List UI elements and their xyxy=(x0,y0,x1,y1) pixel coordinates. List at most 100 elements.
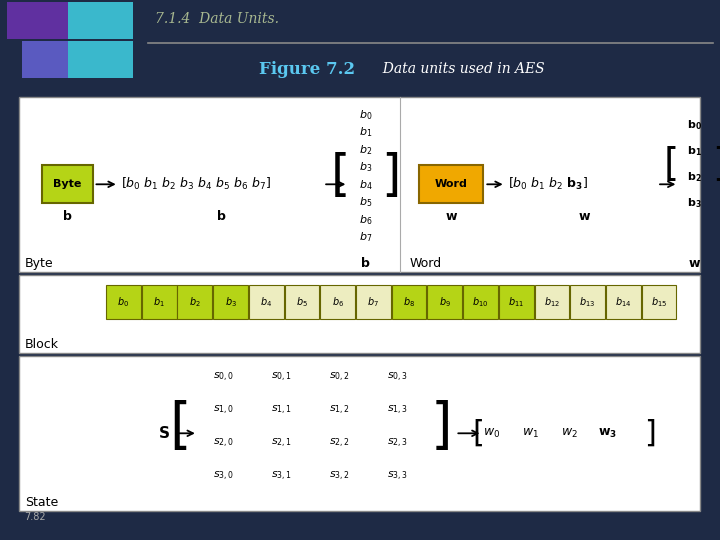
Bar xyxy=(68,40,133,78)
Text: Byte: Byte xyxy=(53,179,81,190)
Text: [: [ xyxy=(169,400,191,454)
Text: b: b xyxy=(361,257,370,271)
Text: State: State xyxy=(25,496,58,509)
Text: Byte: Byte xyxy=(25,257,53,271)
FancyBboxPatch shape xyxy=(419,165,483,203)
Text: Block: Block xyxy=(25,338,59,352)
Text: $b_{8}$: $b_{8}$ xyxy=(403,295,415,309)
FancyBboxPatch shape xyxy=(42,165,93,203)
Text: 7.1.4  Data Units.: 7.1.4 Data Units. xyxy=(155,12,279,26)
Text: [: [ xyxy=(330,152,350,200)
Text: $b_{11}$: $b_{11}$ xyxy=(508,295,524,309)
Text: ]: ] xyxy=(431,400,452,454)
Bar xyxy=(178,285,212,319)
Text: Data units used in AES: Data units used in AES xyxy=(374,62,545,76)
Text: $b_{2}$: $b_{2}$ xyxy=(189,295,201,309)
Text: $b_1$: $b_1$ xyxy=(359,125,372,139)
Text: [: [ xyxy=(472,419,485,448)
Text: $w_2$: $w_2$ xyxy=(561,427,577,440)
Text: $b_{1}$: $b_{1}$ xyxy=(153,295,165,309)
Text: $s_{0,0}$: $s_{0,0}$ xyxy=(213,371,235,384)
Text: $\mathbf{b_2}$: $\mathbf{b_2}$ xyxy=(688,170,702,184)
Text: $s_{2,2}$: $s_{2,2}$ xyxy=(329,437,350,450)
Text: $s_{3,2}$: $s_{3,2}$ xyxy=(329,470,350,483)
Text: S: S xyxy=(158,426,169,441)
Text: $b_{14}$: $b_{14}$ xyxy=(615,295,631,309)
Text: $b_6$: $b_6$ xyxy=(359,213,372,227)
Text: $b_{15}$: $b_{15}$ xyxy=(651,295,667,309)
Text: $b_{7}$: $b_{7}$ xyxy=(367,295,379,309)
Text: $b_{13}$: $b_{13}$ xyxy=(580,295,595,309)
Text: $\mathbf{b_3}$: $\mathbf{b_3}$ xyxy=(688,196,702,210)
Bar xyxy=(213,285,248,319)
Bar xyxy=(356,285,391,319)
Bar xyxy=(642,285,676,319)
Text: $b_{9}$: $b_{9}$ xyxy=(438,295,451,309)
Text: $b_{4}$: $b_{4}$ xyxy=(260,295,272,309)
Text: $b_{0}$: $b_{0}$ xyxy=(117,295,130,309)
Text: $s_{1,3}$: $s_{1,3}$ xyxy=(387,404,408,417)
Text: $s_{1,1}$: $s_{1,1}$ xyxy=(271,404,292,417)
Text: b: b xyxy=(63,210,72,223)
Text: $s_{2,0}$: $s_{2,0}$ xyxy=(213,437,235,450)
Text: $b_2$: $b_2$ xyxy=(359,143,372,157)
Bar xyxy=(19,356,700,511)
Bar xyxy=(22,40,86,78)
Text: $b_7$: $b_7$ xyxy=(359,231,372,244)
Text: $b_{6}$: $b_{6}$ xyxy=(332,295,343,309)
Text: $\left[b_0\ b_1\ b_2\ \mathbf{b_3}\right]$: $\left[b_0\ b_1\ b_2\ \mathbf{b_3}\right… xyxy=(508,176,588,192)
Text: $w_0$: $w_0$ xyxy=(483,427,500,440)
Text: 7.82: 7.82 xyxy=(24,512,45,522)
Text: Word: Word xyxy=(435,179,467,190)
Text: $b_4$: $b_4$ xyxy=(359,178,372,192)
Text: Word: Word xyxy=(410,257,442,271)
Text: $\mathbf{w_3}$: $\mathbf{w_3}$ xyxy=(598,427,617,440)
Text: $s_{3,3}$: $s_{3,3}$ xyxy=(387,470,408,483)
Text: w: w xyxy=(579,210,590,223)
Text: $b_3$: $b_3$ xyxy=(359,160,372,174)
Text: $s_{0,1}$: $s_{0,1}$ xyxy=(271,371,292,384)
Bar xyxy=(68,2,133,39)
Bar xyxy=(428,285,462,319)
Bar xyxy=(606,285,641,319)
Bar xyxy=(534,285,570,319)
Bar xyxy=(7,2,72,39)
Text: $b_5$: $b_5$ xyxy=(359,195,372,209)
Bar xyxy=(106,285,141,319)
Text: $s_{0,2}$: $s_{0,2}$ xyxy=(329,371,350,384)
Text: ]: ] xyxy=(644,419,657,448)
Text: $s_{2,3}$: $s_{2,3}$ xyxy=(387,437,408,450)
Bar xyxy=(320,285,355,319)
Text: $b_0$: $b_0$ xyxy=(359,108,372,122)
Text: $\mathbf{b_0}$: $\mathbf{b_0}$ xyxy=(687,118,702,132)
Bar xyxy=(19,275,700,353)
Text: $b_{12}$: $b_{12}$ xyxy=(544,295,560,309)
Text: $s_{1,0}$: $s_{1,0}$ xyxy=(213,404,235,417)
Bar xyxy=(249,285,284,319)
Text: $s_{3,0}$: $s_{3,0}$ xyxy=(213,470,235,483)
Text: $s_{3,1}$: $s_{3,1}$ xyxy=(271,470,292,483)
Text: [: [ xyxy=(664,146,679,184)
Text: w: w xyxy=(445,210,456,223)
Text: $b_{3}$: $b_{3}$ xyxy=(225,295,237,309)
Bar xyxy=(284,285,320,319)
Text: Figure 7.2: Figure 7.2 xyxy=(259,60,356,78)
Text: $\mathbf{b_1}$: $\mathbf{b_1}$ xyxy=(688,144,702,158)
Text: $s_{2,1}$: $s_{2,1}$ xyxy=(271,437,292,450)
Text: ]: ] xyxy=(381,152,400,200)
Bar xyxy=(463,285,498,319)
Text: $w_1$: $w_1$ xyxy=(522,427,539,440)
Text: $b_{10}$: $b_{10}$ xyxy=(472,295,489,309)
Text: b: b xyxy=(217,210,226,223)
Bar xyxy=(570,285,605,319)
Text: $\left[b_0\ b_1\ b_2\ b_3\ b_4\ b_5\ b_6\ b_7\right]$: $\left[b_0\ b_1\ b_2\ b_3\ b_4\ b_5\ b_6… xyxy=(120,176,271,192)
Text: $s_{0,3}$: $s_{0,3}$ xyxy=(387,371,408,384)
Text: ]: ] xyxy=(712,146,720,184)
Bar xyxy=(499,285,534,319)
Text: $s_{1,2}$: $s_{1,2}$ xyxy=(329,404,350,417)
Bar xyxy=(392,285,426,319)
Text: w: w xyxy=(689,257,701,271)
Text: $b_{5}$: $b_{5}$ xyxy=(296,295,308,309)
Bar xyxy=(19,97,700,272)
Bar xyxy=(142,285,176,319)
